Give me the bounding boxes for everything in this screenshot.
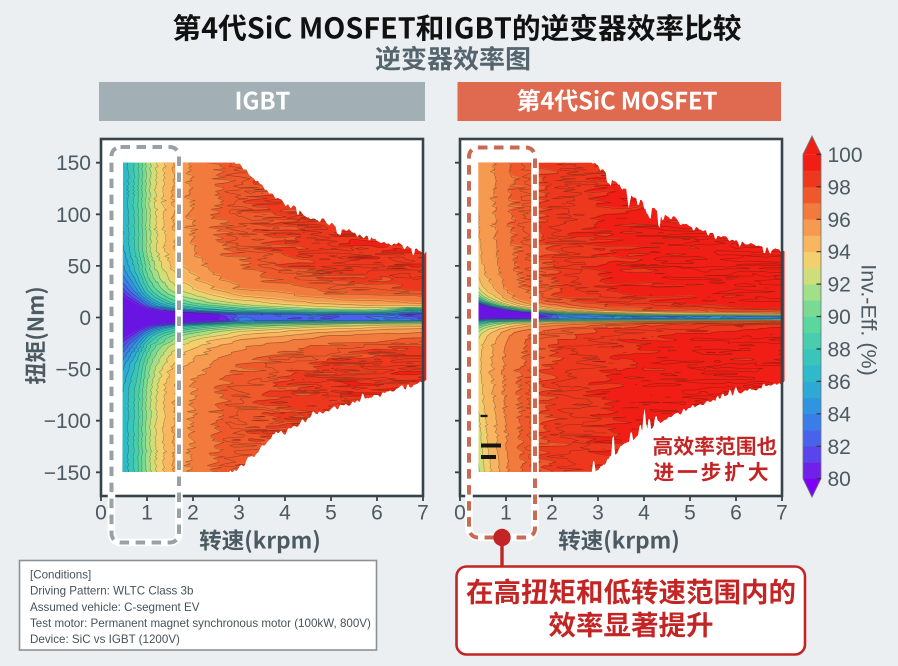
svg-text:6: 6 [371,502,383,525]
svg-text:90: 90 [828,306,851,329]
svg-text:Inv.-Eff. (%): Inv.-Eff. (%) [856,264,880,376]
svg-text:50: 50 [68,255,91,278]
svg-text:3: 3 [592,502,604,525]
svg-text:−100: −100 [44,410,91,433]
svg-text:6: 6 [730,502,742,525]
svg-text:88: 88 [828,338,851,361]
svg-text:7: 7 [417,502,429,525]
svg-text:82: 82 [828,436,851,459]
svg-text:100: 100 [828,144,863,167]
svg-text:−50: −50 [55,359,91,382]
svg-text:Assumed vehicle: C-segment EV: Assumed vehicle: C-segment EV [30,601,200,614]
svg-text:2: 2 [546,502,558,525]
svg-text:5: 5 [325,502,337,525]
svg-text:4: 4 [638,502,650,525]
svg-text:4: 4 [279,502,291,525]
svg-text:5: 5 [684,502,696,525]
svg-text:3: 3 [233,502,245,525]
svg-text:Test motor: Permanent magnet s: Test motor: Permanent magnet synchronous… [30,617,371,630]
svg-text:1: 1 [500,502,512,525]
svg-text:Device: SiC vs IGBT (1200V): Device: SiC vs IGBT (1200V) [30,633,180,646]
svg-text:92: 92 [828,274,851,297]
svg-text:94: 94 [828,241,852,264]
svg-text:0: 0 [95,502,107,525]
svg-text:7: 7 [776,502,788,525]
svg-text:0: 0 [79,307,91,330]
svg-text:2: 2 [187,502,199,525]
svg-text:80: 80 [828,468,851,491]
svg-text:98: 98 [828,176,851,199]
svg-text:0: 0 [454,502,466,525]
svg-text:100: 100 [56,204,91,227]
svg-text:−150: −150 [44,462,91,485]
svg-text:[Conditions]: [Conditions] [30,569,91,582]
svg-text:150: 150 [56,152,91,175]
svg-text:1: 1 [141,502,153,525]
svg-text:96: 96 [828,209,851,232]
svg-text:Driving Pattern: WLTC Class 3b: Driving Pattern: WLTC Class 3b [30,585,193,598]
svg-text:86: 86 [828,371,851,394]
svg-text:84: 84 [828,403,852,426]
